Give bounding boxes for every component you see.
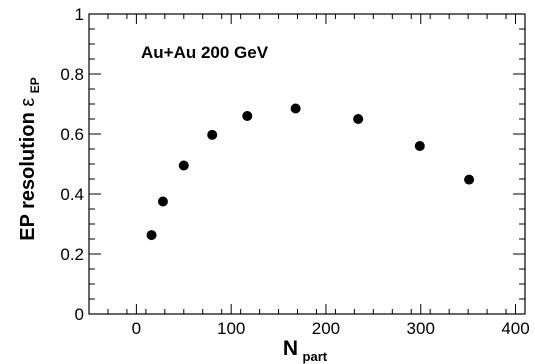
scatter-point — [242, 111, 253, 121]
y-axis-title-symbol: ε — [17, 98, 39, 107]
x-axis-title-main: N — [283, 337, 298, 360]
y-tick-label: 0.8 — [60, 65, 84, 84]
x-tick-label: 300 — [407, 319, 435, 338]
y-tick-label: 1 — [75, 5, 84, 24]
y-tick-label: 0.6 — [60, 125, 84, 144]
scatter-point — [157, 196, 168, 207]
chart-annotation: Au+Au 200 GeV — [141, 43, 269, 62]
x-axis-ticks: 0 100 200 300 400 — [88, 14, 530, 338]
x-tick-label: 400 — [501, 319, 529, 338]
y-tick-label: 0.4 — [60, 185, 84, 204]
scatter-point — [146, 230, 157, 241]
y-tick-label: 0.2 — [60, 245, 84, 264]
scatter-point — [414, 141, 425, 151]
x-tick-label: 0 — [132, 319, 141, 338]
scatter-point — [464, 174, 475, 185]
scatter-point — [207, 129, 218, 140]
y-axis-title: EP resolution ε EP — [17, 77, 42, 241]
scatter-point — [353, 114, 364, 124]
x-axis-title-subscript: part — [303, 349, 328, 364]
x-tick-label: 100 — [217, 319, 245, 338]
x-tick-label: 200 — [312, 319, 340, 338]
y-tick-label: 0 — [75, 305, 84, 324]
y-axis-title-main: EP resolution — [17, 107, 39, 241]
data-points — [146, 103, 475, 241]
x-axis-title: N part — [283, 337, 328, 364]
scatter-point — [178, 160, 189, 171]
y-axis-ticks: 0 0.2 0.4 0.6 0.8 1 — [60, 5, 525, 324]
y-axis-title-subscript: EP — [28, 77, 42, 93]
scatter-point — [290, 103, 301, 114]
